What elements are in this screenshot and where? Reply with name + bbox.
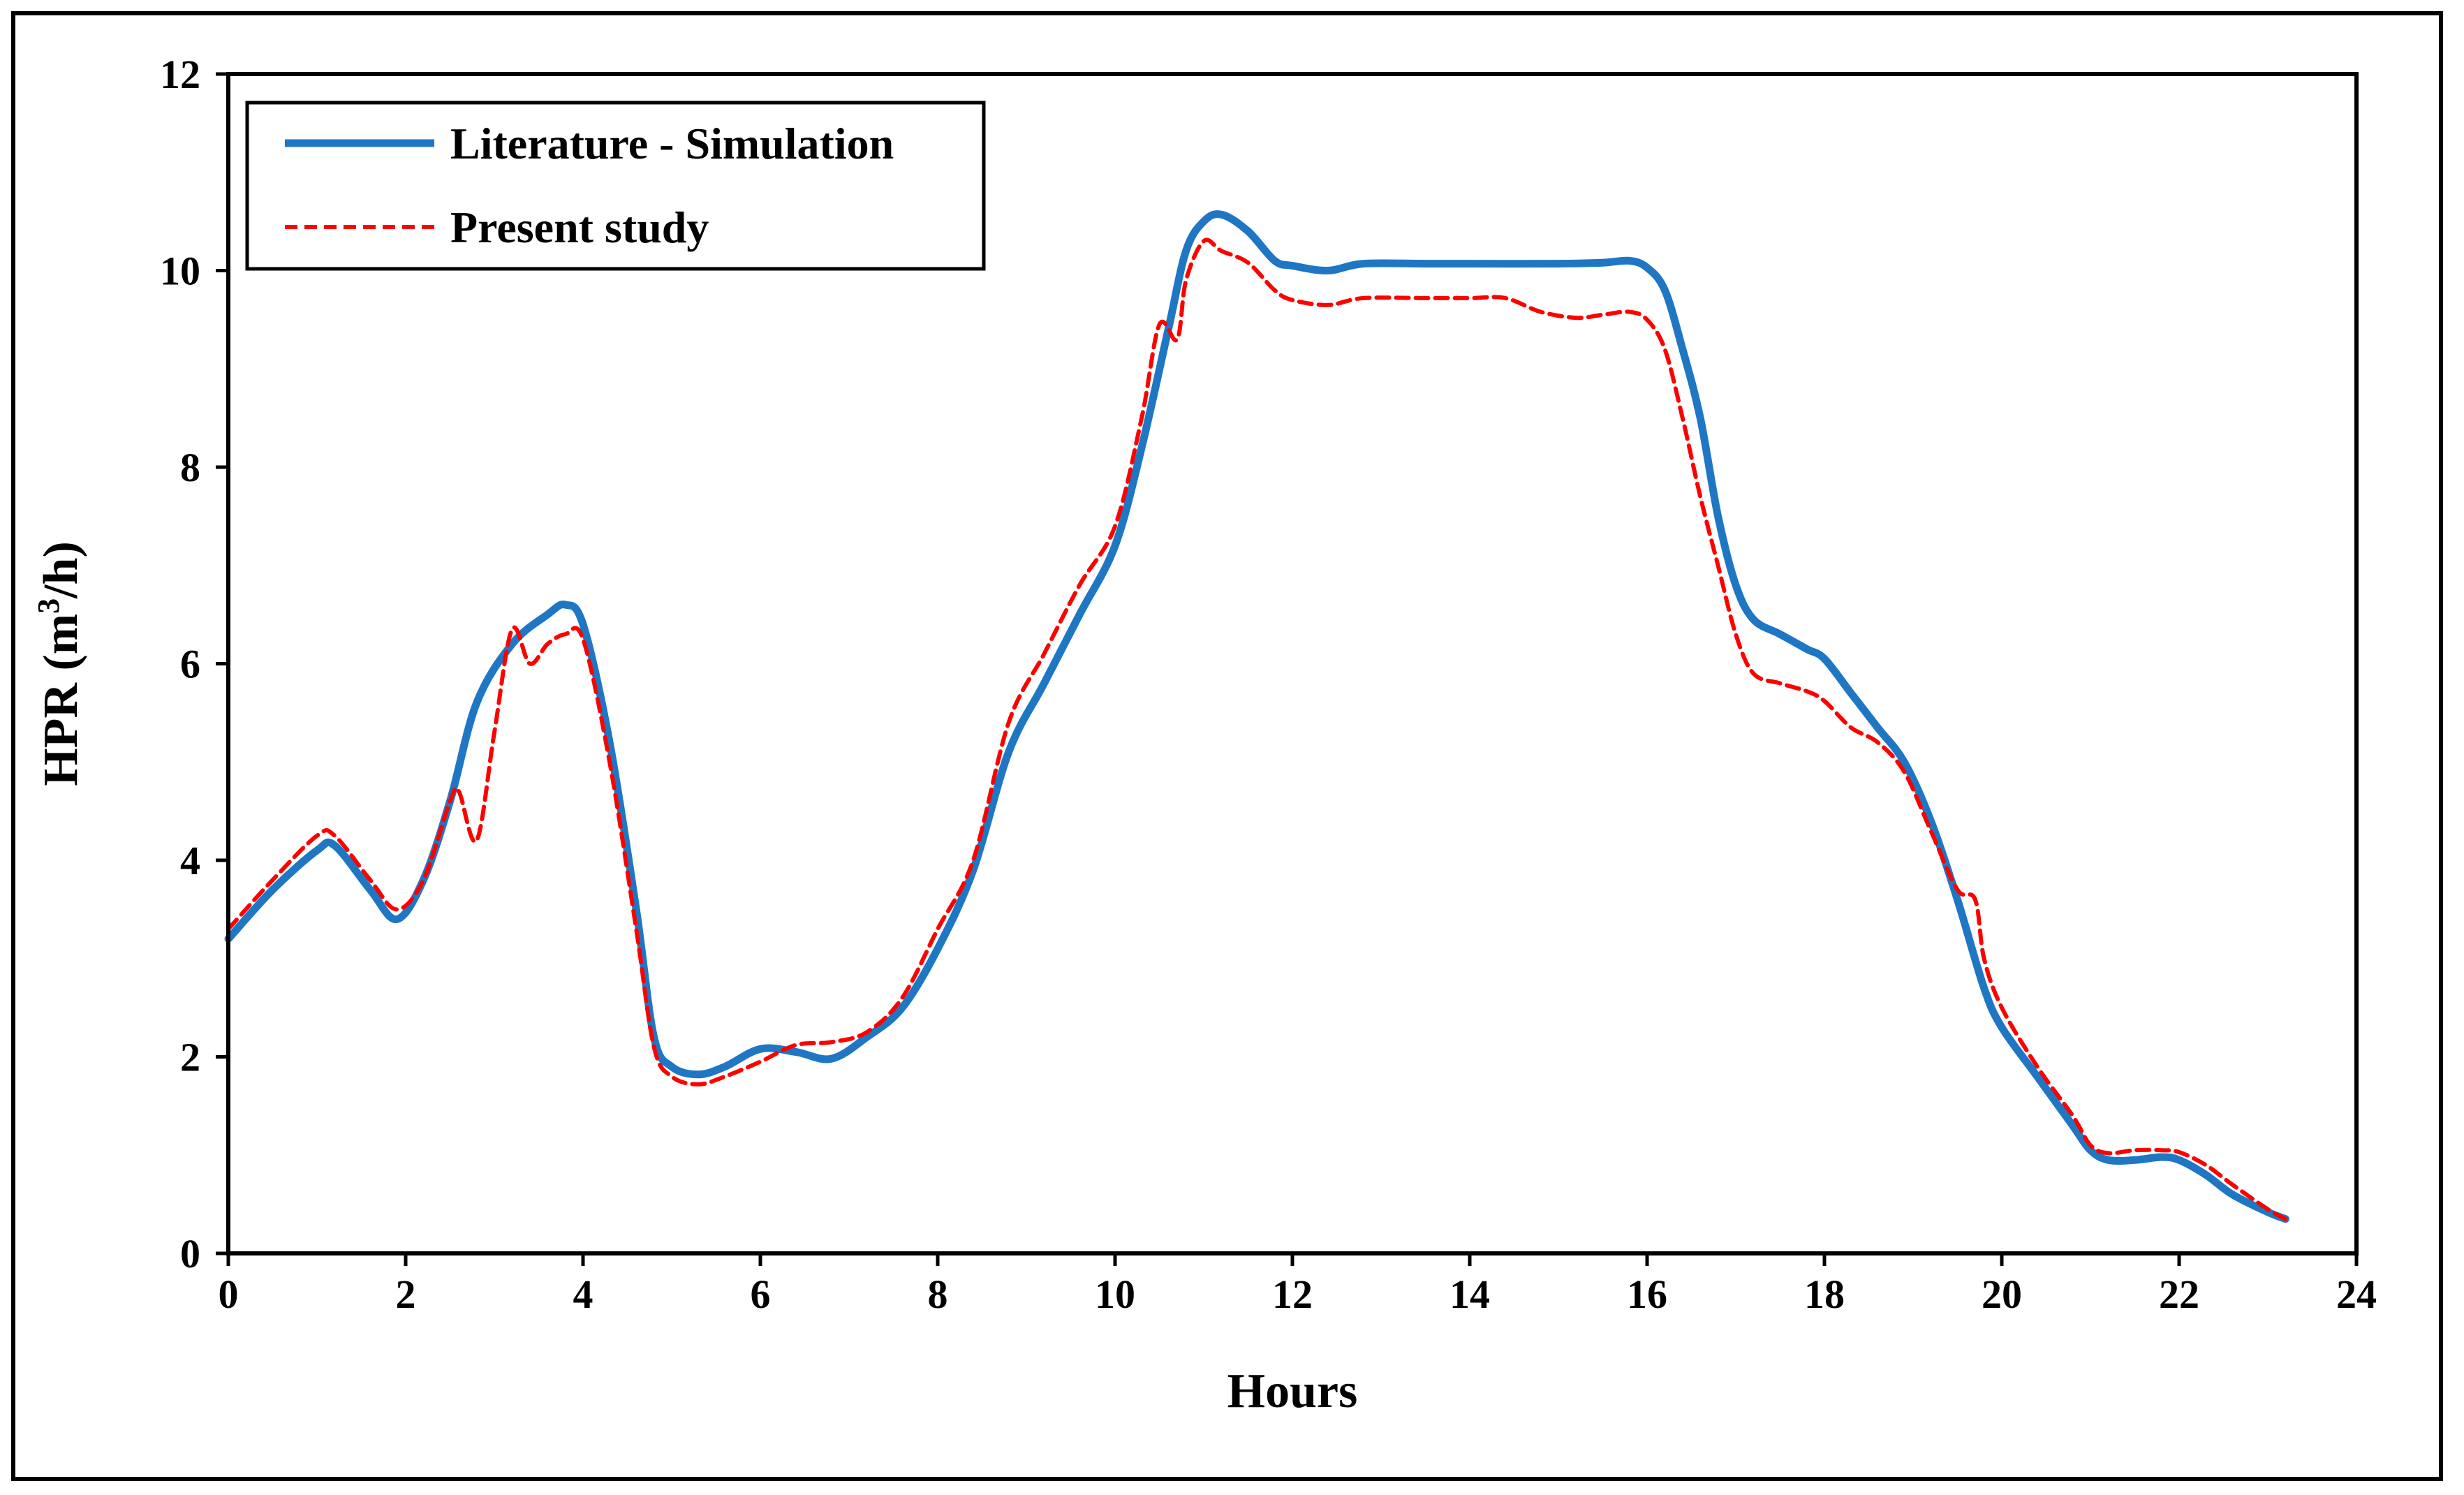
y-axis-title-main: HPR (m xyxy=(34,614,88,786)
x-tick-label: 0 xyxy=(219,1272,239,1317)
x-tick-label: 8 xyxy=(928,1272,948,1317)
x-axis-title: Hours xyxy=(1227,1364,1358,1418)
x-tick-label: 6 xyxy=(751,1272,771,1317)
series-line-present-study xyxy=(226,237,2288,1221)
series-line-literature-simulation xyxy=(224,210,2289,1223)
y-tick-label: 2 xyxy=(180,1035,200,1080)
y-axis-title: HPR (m3/h) xyxy=(31,541,88,786)
x-tick-label: 16 xyxy=(1627,1272,1667,1317)
y-tick-label: 8 xyxy=(180,445,200,490)
x-tick-label: 2 xyxy=(396,1272,416,1317)
legend-label-literature-simulation: Literature - Simulation xyxy=(450,119,894,168)
legend: Literature - Simulation Present study xyxy=(245,101,986,271)
x-tick-label: 14 xyxy=(1449,1272,1490,1317)
x-tick-label: 20 xyxy=(1982,1272,2022,1317)
x-tick-label: 10 xyxy=(1095,1272,1135,1317)
x-tick-label: 12 xyxy=(1272,1272,1313,1317)
y-axis-title-tail: /h) xyxy=(34,541,88,599)
y-tick-label: 6 xyxy=(180,642,200,687)
y-axis-title-superscript: 3 xyxy=(31,598,66,614)
y-tick-label: 4 xyxy=(180,838,200,883)
y-tick-label: 0 xyxy=(180,1231,200,1276)
x-tick-label: 24 xyxy=(2336,1272,2377,1317)
legend-label-present-study: Present study xyxy=(450,202,709,252)
x-tick-label: 18 xyxy=(1804,1272,1845,1317)
y-tick-label: 10 xyxy=(160,249,200,294)
x-tick-label: 4 xyxy=(573,1272,593,1317)
legend-box xyxy=(245,101,986,271)
chart-frame xyxy=(11,11,2443,1481)
x-tick-label: 22 xyxy=(2159,1272,2199,1317)
y-tick-label: 12 xyxy=(160,52,200,97)
series-layer xyxy=(224,210,2289,1223)
